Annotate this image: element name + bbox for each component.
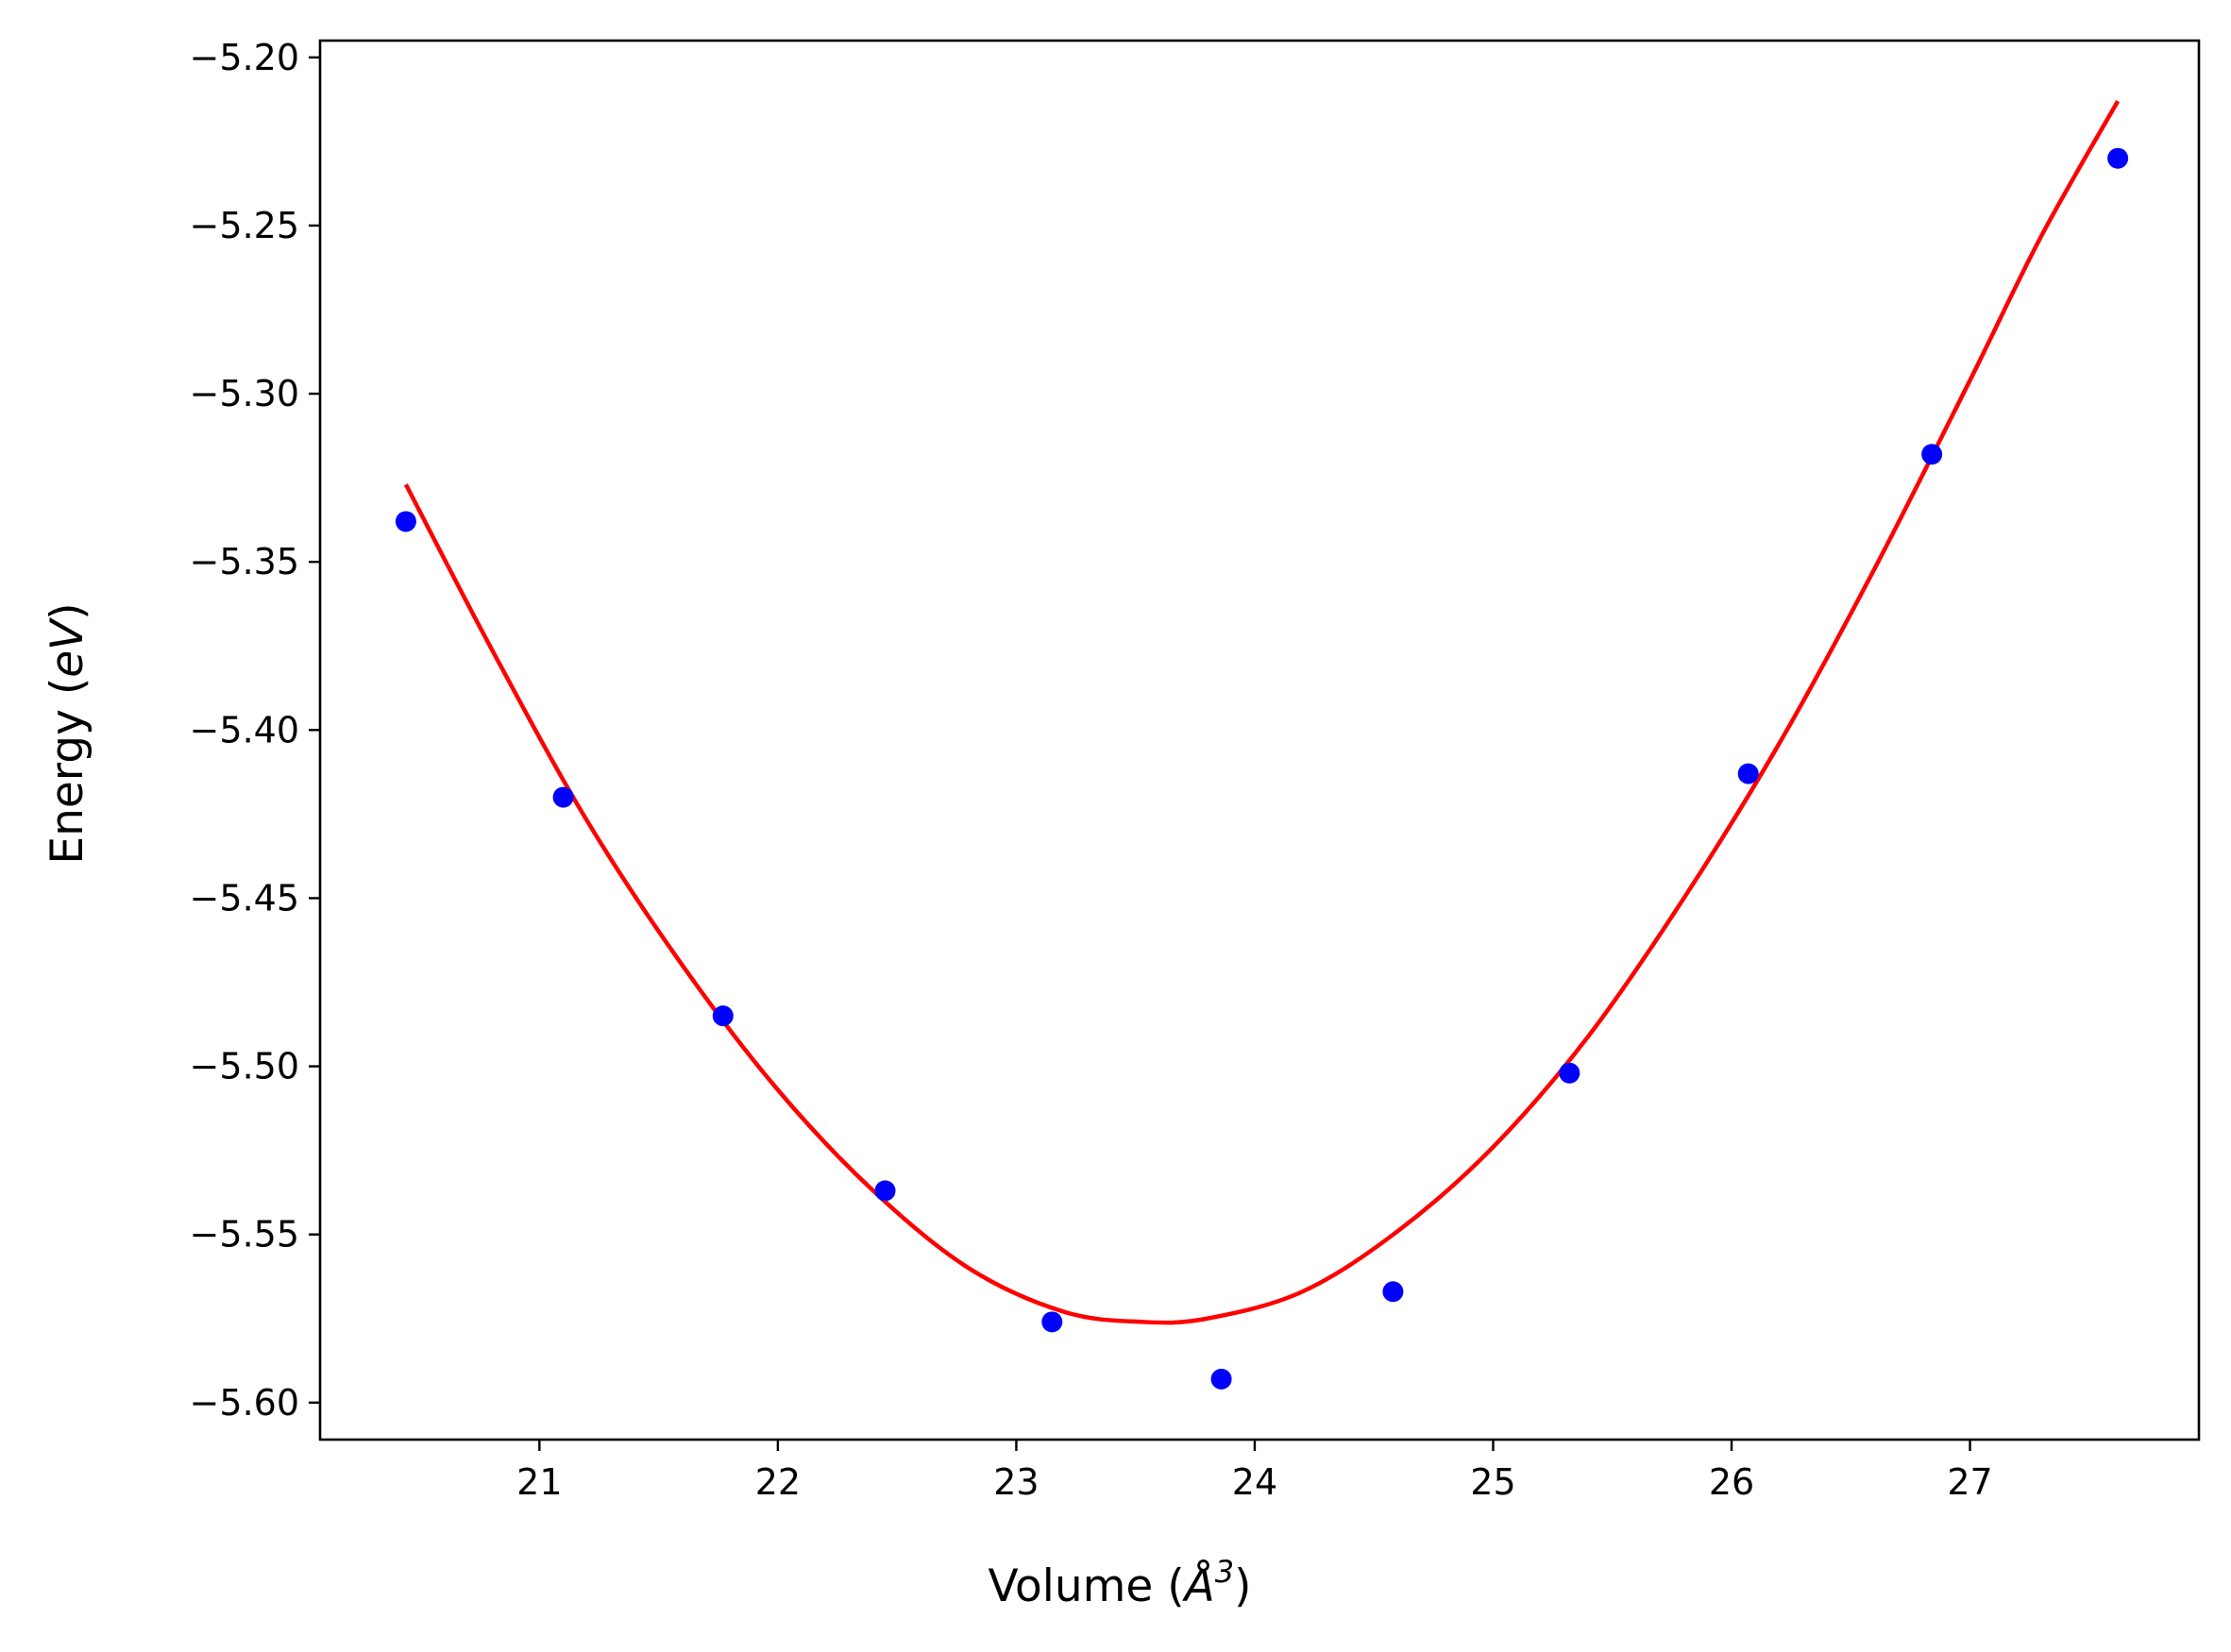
y-tick-label: −5.30 [190,373,299,414]
x-tick-label: 24 [1232,1461,1277,1503]
plot-area-frame [318,39,2201,1441]
data-point [874,1180,896,1202]
x-axis-ticks: 21 22 23 24 25 26 27 [516,1440,1993,1503]
data-point [1737,763,1759,784]
y-tick-label: −5.55 [190,1214,299,1256]
x-axis-label-exponent: 3 [1215,1554,1234,1590]
data-point [1921,444,1943,465]
y-axis-label-text: Energy ( [42,678,93,865]
x-axis-label-symbol: Å [1182,1560,1215,1612]
data-point [1559,1062,1580,1084]
x-tick-label: 21 [516,1461,562,1503]
data-point [712,1005,734,1027]
y-axis-label-close: ) [42,602,93,619]
x-tick-label: 22 [755,1461,801,1503]
y-axis-label-unit: eV [42,617,93,678]
x-tick-label: 27 [1947,1461,1992,1503]
y-tick-label: −5.20 [190,37,299,78]
y-tick-label: −5.50 [190,1046,299,1087]
x-tick-label: 26 [1709,1461,1754,1503]
x-axis-label-close: ) [1234,1560,1251,1612]
x-tick-label: 23 [993,1461,1039,1503]
data-point [1382,1281,1404,1303]
x-axis-label: Volume (Å3) [989,1554,1252,1612]
data-point [395,511,416,532]
plot-series [395,100,2129,1390]
data-point [1041,1311,1063,1333]
data-point [1210,1368,1232,1390]
y-tick-label: −5.25 [190,205,299,246]
y-axis-ticks: −5.20 −5.25 −5.30 −5.35 −5.40 −5.45 −5.50 −5.55… [190,37,320,1424]
y-tick-label: −5.60 [190,1382,299,1424]
y-tick-label: −5.45 [190,877,299,919]
data-point [2107,147,2129,169]
data-point [552,786,574,808]
x-axis-label-text: Volume ( [989,1560,1185,1612]
y-tick-label: −5.35 [190,541,299,582]
y-tick-label: −5.40 [190,709,299,750]
y-axis-label: Energy (eV) [42,602,93,864]
fit-curve-line [403,100,2121,1325]
x-tick-label: 25 [1470,1461,1515,1503]
